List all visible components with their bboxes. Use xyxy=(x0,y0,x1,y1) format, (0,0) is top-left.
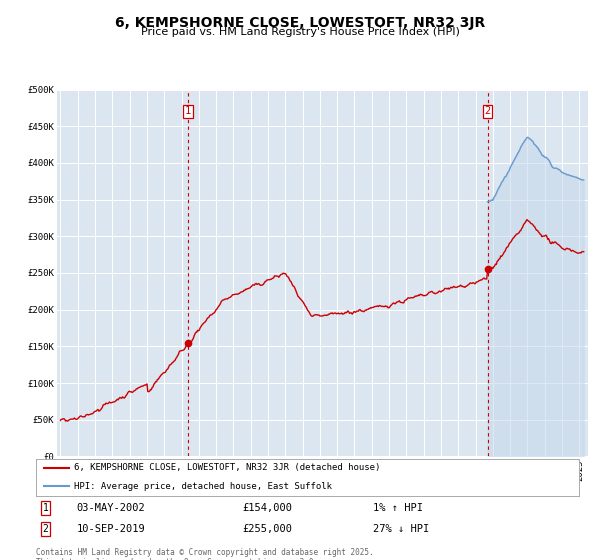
Text: HPI: Average price, detached house, East Suffolk: HPI: Average price, detached house, East… xyxy=(74,482,332,491)
Text: £154,000: £154,000 xyxy=(242,503,292,513)
Text: 6, KEMPSHORNE CLOSE, LOWESTOFT, NR32 3JR (detached house): 6, KEMPSHORNE CLOSE, LOWESTOFT, NR32 3JR… xyxy=(74,464,380,473)
Text: 1% ↑ HPI: 1% ↑ HPI xyxy=(373,503,422,513)
Text: Price paid vs. HM Land Registry's House Price Index (HPI): Price paid vs. HM Land Registry's House … xyxy=(140,27,460,37)
Text: 03-MAY-2002: 03-MAY-2002 xyxy=(77,503,145,513)
Text: 10-SEP-2019: 10-SEP-2019 xyxy=(77,524,145,534)
Text: 2: 2 xyxy=(484,106,491,116)
Text: £255,000: £255,000 xyxy=(242,524,292,534)
Text: Contains HM Land Registry data © Crown copyright and database right 2025.
This d: Contains HM Land Registry data © Crown c… xyxy=(36,548,374,560)
Text: 2: 2 xyxy=(43,524,49,534)
Text: 1: 1 xyxy=(185,106,191,116)
Text: 1: 1 xyxy=(43,503,49,513)
Text: 27% ↓ HPI: 27% ↓ HPI xyxy=(373,524,429,534)
Text: 6, KEMPSHORNE CLOSE, LOWESTOFT, NR32 3JR: 6, KEMPSHORNE CLOSE, LOWESTOFT, NR32 3JR xyxy=(115,16,485,30)
